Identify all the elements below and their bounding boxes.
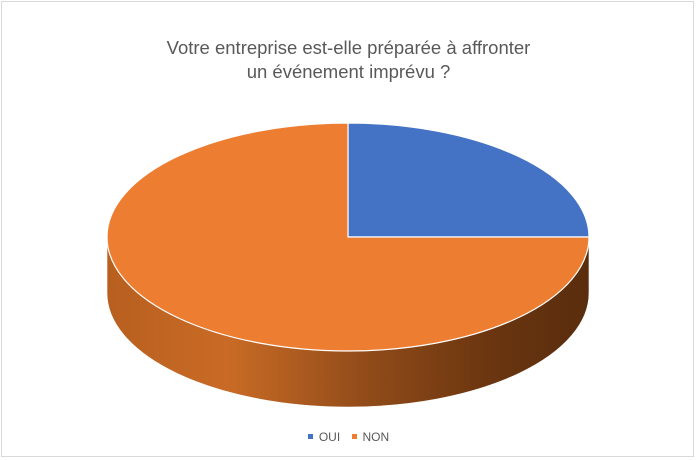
legend: OUI NON <box>0 428 697 444</box>
chart-title: Votre entreprise est-elle préparée à aff… <box>0 36 697 84</box>
legend-item-oui: OUI <box>307 429 341 444</box>
legend-label-oui: OUI <box>318 429 341 444</box>
pie-slice-oui <box>347 122 590 238</box>
legend-label-non: NON <box>362 429 390 444</box>
legend-swatch-oui <box>307 434 313 439</box>
chart-title-line-1: Votre entreprise est-elle préparée à aff… <box>166 37 531 58</box>
legend-swatch-non <box>351 434 357 439</box>
pie-plot-area <box>106 122 590 408</box>
pie-slice-non <box>106 122 590 352</box>
legend-item-non: NON <box>351 429 390 444</box>
chart-title-line-2: un événement imprévu ? <box>246 61 451 82</box>
